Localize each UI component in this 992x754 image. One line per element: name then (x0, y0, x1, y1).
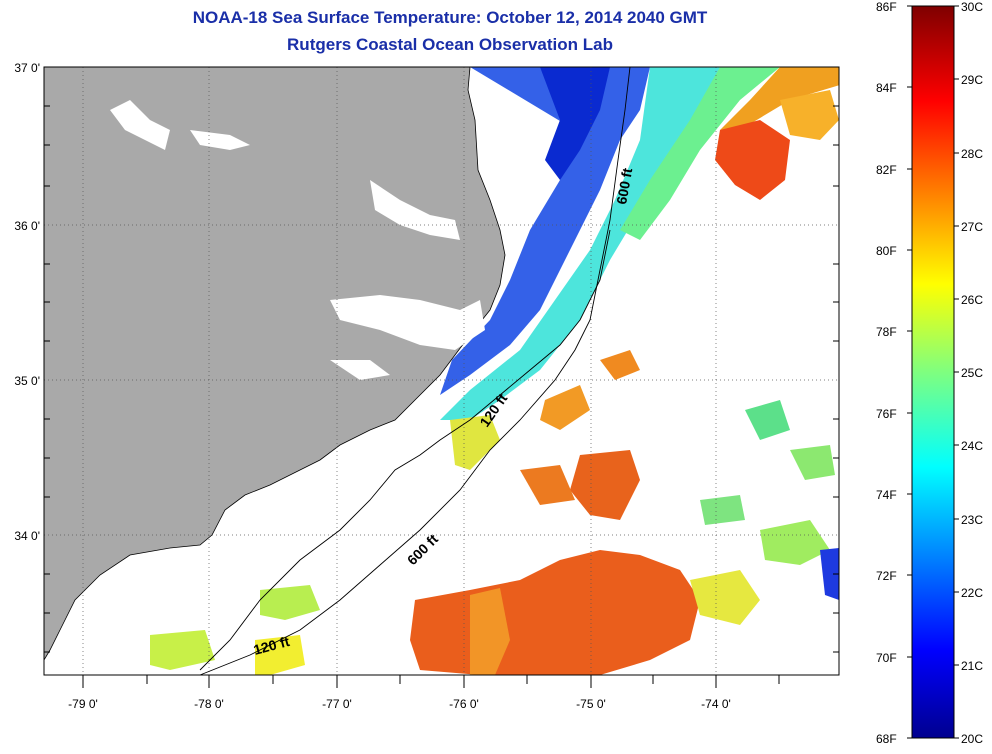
contour-label-600ft: 600 ft (613, 166, 635, 205)
lat-label-37: 37 0' (14, 61, 40, 75)
map-title: NOAA-18 Sea Surface Temperature: October… (192, 8, 708, 27)
lat-label-35: 35 0' (14, 374, 40, 388)
lon-label-75: -75 0' (576, 697, 606, 711)
lon-label-79: -79 0' (68, 697, 98, 711)
graticule (44, 67, 839, 675)
cb-f-78: 78F (876, 325, 897, 339)
cb-c-29: 29C (961, 73, 984, 87)
cb-f-86: 86F (876, 0, 897, 14)
cb-c-27: 27C (961, 220, 984, 234)
cb-f-74: 74F (876, 488, 897, 502)
cb-f-68: 68F (876, 732, 897, 746)
cb-c-23: 23C (961, 513, 984, 527)
lon-label-74: -74 0' (701, 697, 731, 711)
lat-label-34: 34 0' (14, 529, 40, 543)
axis-ticks (44, 105, 839, 688)
cb-f-84: 84F (876, 81, 897, 95)
map-frame (43, 66, 840, 676)
lat-label-36: 36 0' (14, 219, 40, 233)
cb-f-76: 76F (876, 407, 897, 421)
lon-label-76: -76 0' (449, 697, 479, 711)
sst-data (150, 67, 839, 675)
colorbar (911, 5, 955, 739)
cb-c-25: 25C (961, 366, 984, 380)
cb-f-80: 80F (876, 244, 897, 258)
lon-label-77: -77 0' (322, 697, 352, 711)
bathymetry-contours (199, 66, 631, 676)
cb-c-28: 28C (961, 147, 984, 161)
cb-f-72: 72F (876, 569, 897, 583)
cb-f-82: 82F (876, 163, 897, 177)
cb-c-22: 22C (961, 586, 984, 600)
cb-c-24: 24C (961, 439, 984, 453)
inland-waters (110, 100, 485, 380)
cb-c-21: 21C (961, 659, 984, 673)
cb-f-70: 70F (876, 651, 897, 665)
map-subtitle: Rutgers Coastal Ocean Observation Lab (287, 35, 613, 54)
cb-c-20: 20C (961, 732, 984, 746)
cb-c-30: 30C (961, 0, 984, 14)
lon-label-78: -78 0' (194, 697, 224, 711)
cb-c-26: 26C (961, 293, 984, 307)
colorbar-ticks (907, 5, 959, 739)
